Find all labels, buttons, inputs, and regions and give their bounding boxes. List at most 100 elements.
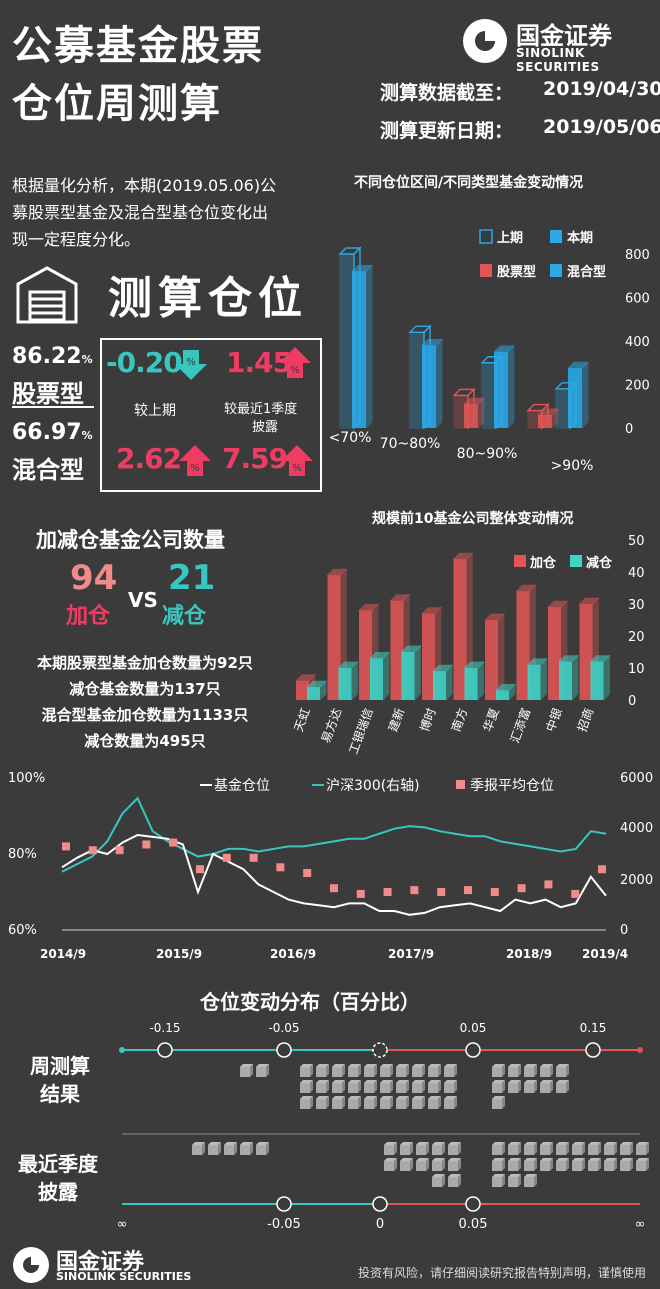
page-title-line1: 公募基金股票 bbox=[12, 23, 264, 69]
bar-mixed-cur-side bbox=[581, 361, 589, 429]
bar-mixed-prev-front bbox=[555, 388, 571, 429]
cube-top bbox=[492, 1096, 505, 1099]
y-left-tick-label: 60% bbox=[8, 923, 37, 938]
bar-reduce bbox=[337, 661, 359, 701]
y-tick-label: 40 bbox=[628, 566, 645, 581]
cube-front bbox=[524, 1161, 534, 1171]
cube-side bbox=[342, 1064, 345, 1077]
cube-side bbox=[582, 1158, 585, 1171]
cube-side bbox=[442, 1142, 445, 1155]
legend-swatch bbox=[514, 555, 526, 567]
bar-mixed-cur-front bbox=[422, 345, 436, 428]
cube-icon bbox=[492, 1158, 505, 1171]
cube-icon bbox=[224, 1142, 237, 1155]
cube-side bbox=[390, 1080, 393, 1093]
distribution-chart: -0.15 -0.05 0.05 0.15 ∞ -0.05 0 0.05 ∞ bbox=[117, 1021, 649, 1232]
cube-side bbox=[550, 1158, 553, 1171]
cube-top bbox=[396, 1080, 409, 1083]
bar-add-top bbox=[295, 674, 316, 682]
cube-front bbox=[332, 1083, 342, 1093]
change-box bbox=[100, 338, 322, 492]
quarterly-avg-marker bbox=[571, 889, 580, 898]
cube-front bbox=[316, 1067, 326, 1077]
bar-mixed-cur bbox=[567, 361, 589, 429]
quarterly-avg-marker bbox=[464, 886, 472, 895]
cube-front bbox=[540, 1083, 550, 1093]
cube-top bbox=[572, 1142, 585, 1145]
x-tick-label: 2016/9 bbox=[270, 947, 316, 961]
cube-top bbox=[540, 1064, 553, 1067]
intro-line: 根据量化分析，本期(2019.05.06)公 bbox=[12, 176, 277, 195]
cube-top bbox=[240, 1142, 253, 1145]
cube-side bbox=[438, 1080, 441, 1093]
cube-side bbox=[442, 1174, 445, 1187]
cube-side bbox=[374, 1064, 377, 1077]
cube-front bbox=[524, 1145, 534, 1155]
data-cutoff-label: 测算数据截至： bbox=[380, 82, 514, 104]
cube-front bbox=[348, 1083, 358, 1093]
cube-top bbox=[364, 1064, 377, 1067]
cube-top bbox=[416, 1142, 429, 1145]
cube-side bbox=[326, 1080, 329, 1093]
cube-side bbox=[342, 1080, 345, 1093]
cube-icon bbox=[508, 1174, 521, 1187]
stock-position: 86.22% bbox=[12, 344, 93, 369]
cube-top bbox=[620, 1158, 633, 1161]
cube-icon bbox=[400, 1142, 413, 1155]
footer-brand-cn: 国金证券 bbox=[56, 1250, 145, 1275]
companies-notes: 本期股票型基金加仓数量为92只 减仓基金数量为137只 混合型基金加仓数量为11… bbox=[20, 650, 270, 754]
cube-top bbox=[508, 1158, 521, 1161]
bar-mixed-cur bbox=[421, 338, 443, 429]
stock-position-value: 86.22 bbox=[12, 344, 82, 369]
cube-top bbox=[380, 1080, 393, 1083]
y-right-tick-label: 0 bbox=[620, 923, 628, 938]
cube-side bbox=[358, 1080, 361, 1093]
cube-icon bbox=[508, 1142, 521, 1155]
cube-top bbox=[588, 1158, 601, 1161]
cube-side bbox=[406, 1064, 409, 1077]
cube-icon bbox=[316, 1064, 329, 1077]
update-date-label: 测算更新日期： bbox=[380, 120, 514, 142]
cube-front bbox=[224, 1145, 234, 1155]
bar-reduce-front bbox=[559, 661, 572, 700]
cube-icon bbox=[332, 1096, 345, 1109]
cube-icon bbox=[620, 1158, 633, 1171]
cube-side bbox=[550, 1064, 553, 1077]
cube-front bbox=[448, 1145, 458, 1155]
cube-icon bbox=[524, 1158, 537, 1171]
cube-icon bbox=[556, 1142, 569, 1155]
cube-side bbox=[454, 1064, 457, 1077]
legend-marker bbox=[456, 780, 465, 789]
cube-top bbox=[432, 1158, 445, 1161]
bar-reduce-side bbox=[571, 654, 579, 701]
top-tick-label: -0.05 bbox=[268, 1021, 299, 1035]
axis-end-dot bbox=[637, 1047, 643, 1053]
bar-add-front bbox=[422, 613, 435, 700]
y-tick-label: 0 bbox=[625, 422, 633, 437]
cube-top bbox=[300, 1064, 313, 1067]
x-tick-label: 天虹 bbox=[291, 706, 312, 733]
cube-top bbox=[348, 1096, 361, 1099]
bar-reduce-side bbox=[477, 661, 484, 701]
cube-top bbox=[224, 1142, 237, 1145]
cube-front bbox=[448, 1161, 458, 1171]
cube-side bbox=[518, 1064, 521, 1077]
cube-top bbox=[524, 1064, 537, 1067]
cube-top bbox=[508, 1064, 521, 1067]
chart1-title: 不同仓位区间/不同类型基金变动情况 bbox=[354, 175, 584, 191]
quarterly-avg-marker bbox=[490, 888, 499, 896]
cube-icon bbox=[348, 1064, 361, 1077]
cube-front bbox=[492, 1177, 502, 1187]
cube-front bbox=[412, 1083, 422, 1093]
cube-icon bbox=[316, 1080, 329, 1093]
cube-top bbox=[192, 1142, 205, 1145]
chart1-bar-chart: 上期 本期股票型 混合型 0 200 400 600 800 <70% 70~80% 80~90% >… bbox=[329, 229, 650, 474]
cube-top bbox=[448, 1174, 461, 1177]
cube-front bbox=[604, 1145, 614, 1155]
cube-top bbox=[636, 1142, 649, 1145]
position-heading: 测算仓位 bbox=[108, 273, 308, 324]
cube-front bbox=[508, 1145, 518, 1155]
bar-mixed-prev-front bbox=[339, 253, 355, 429]
x-tick-label: 招商 bbox=[574, 706, 596, 734]
x-tick-label: 80~90% bbox=[457, 446, 518, 462]
